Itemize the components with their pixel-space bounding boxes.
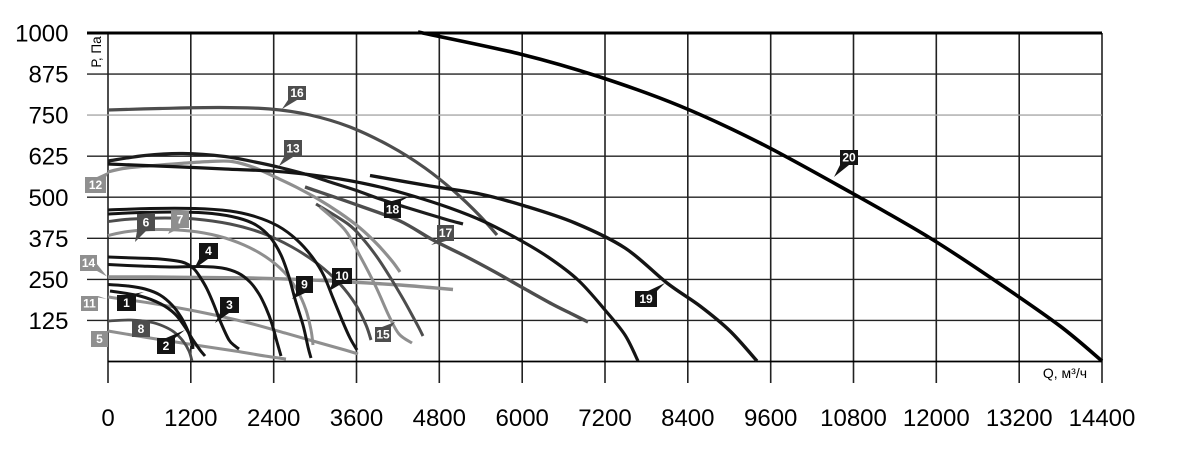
svg-text:1: 1 (123, 296, 130, 310)
svg-text:17: 17 (439, 226, 453, 240)
svg-text:8: 8 (138, 322, 145, 336)
svg-text:6: 6 (143, 216, 150, 230)
svg-text:500: 500 (28, 185, 68, 212)
svg-text:250: 250 (28, 267, 68, 294)
svg-text:15: 15 (376, 328, 390, 342)
svg-text:6000: 6000 (496, 405, 549, 432)
svg-text:11: 11 (83, 297, 96, 311)
svg-text:1000: 1000 (15, 21, 68, 48)
svg-text:1200: 1200 (164, 405, 217, 432)
svg-text:16: 16 (290, 86, 304, 100)
svg-text:12000: 12000 (903, 405, 970, 432)
svg-text:10800: 10800 (820, 405, 887, 432)
svg-text:0: 0 (101, 405, 114, 432)
svg-text:Q, м³/ч: Q, м³/ч (1043, 365, 1087, 381)
svg-text:7: 7 (177, 213, 184, 227)
svg-text:4: 4 (205, 244, 212, 258)
svg-text:875: 875 (28, 62, 68, 89)
svg-text:3600: 3600 (330, 405, 383, 432)
svg-text:625: 625 (28, 144, 68, 171)
svg-text:7200: 7200 (578, 405, 631, 432)
svg-text:14400: 14400 (1069, 405, 1136, 432)
svg-text:2: 2 (163, 339, 170, 353)
svg-text:10: 10 (335, 269, 349, 283)
svg-text:13: 13 (286, 142, 300, 156)
svg-text:4800: 4800 (413, 405, 466, 432)
svg-text:750: 750 (28, 103, 68, 130)
svg-text:20: 20 (842, 151, 856, 165)
svg-text:19: 19 (639, 292, 653, 306)
svg-text:5: 5 (96, 332, 103, 346)
svg-text:13200: 13200 (986, 405, 1053, 432)
svg-text:Р, Па: Р, Па (89, 36, 104, 68)
svg-text:12: 12 (89, 178, 103, 192)
svg-text:18: 18 (386, 203, 400, 217)
svg-text:9: 9 (301, 278, 308, 292)
svg-text:8400: 8400 (661, 405, 714, 432)
svg-text:375: 375 (28, 226, 68, 253)
svg-text:125: 125 (28, 308, 68, 335)
svg-text:14: 14 (82, 256, 96, 270)
svg-text:2400: 2400 (247, 405, 300, 432)
svg-text:3: 3 (226, 298, 233, 312)
svg-text:9600: 9600 (744, 405, 797, 432)
